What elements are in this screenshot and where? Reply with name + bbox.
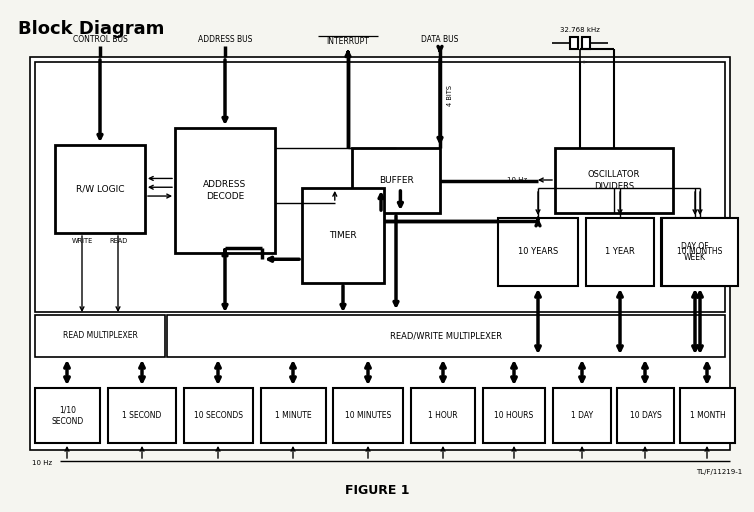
Bar <box>411 388 475 443</box>
Text: 10 Hz: 10 Hz <box>32 460 52 466</box>
Text: 10 SECONDS: 10 SECONDS <box>194 411 243 420</box>
Bar <box>55 145 145 233</box>
Text: ADDRESS BUS: ADDRESS BUS <box>198 35 252 45</box>
Text: R/W LOGIC: R/W LOGIC <box>75 184 124 194</box>
Bar <box>108 388 176 443</box>
Bar <box>35 315 165 357</box>
Bar <box>582 37 590 49</box>
Bar <box>35 62 725 312</box>
Bar <box>661 218 729 286</box>
Text: Block Diagram: Block Diagram <box>18 20 164 38</box>
Text: READ/WRITE MULTIPLEXER: READ/WRITE MULTIPLEXER <box>390 331 502 340</box>
Bar <box>553 388 611 443</box>
Text: WRITE: WRITE <box>72 238 93 244</box>
Text: TIMER: TIMER <box>329 231 357 240</box>
Bar <box>184 388 253 443</box>
Bar <box>586 218 654 286</box>
Text: BUFFER: BUFFER <box>379 176 413 185</box>
Bar <box>175 128 275 253</box>
Text: DAY OF
WEEK: DAY OF WEEK <box>681 242 709 262</box>
Text: CONTROL BUS: CONTROL BUS <box>72 35 127 45</box>
Text: 1 MONTH: 1 MONTH <box>690 411 725 420</box>
Text: 4 BITS: 4 BITS <box>447 84 453 105</box>
Bar <box>35 388 100 443</box>
Text: 1 MINUTE: 1 MINUTE <box>275 411 312 420</box>
Bar <box>617 388 674 443</box>
Text: 1 YEAR: 1 YEAR <box>605 247 635 257</box>
Text: 1/10
SECOND: 1/10 SECOND <box>51 406 84 425</box>
Text: 1 DAY: 1 DAY <box>571 411 593 420</box>
Text: READ MULTIPLEXER: READ MULTIPLEXER <box>63 331 137 340</box>
Text: FIGURE 1: FIGURE 1 <box>345 483 409 497</box>
Text: TL/F/11219-1: TL/F/11219-1 <box>696 469 742 475</box>
Text: 32.768 kHz: 32.768 kHz <box>560 27 600 33</box>
Bar <box>483 388 545 443</box>
Bar <box>167 315 725 357</box>
Text: 1 HOUR: 1 HOUR <box>428 411 458 420</box>
Bar <box>333 388 403 443</box>
Bar <box>30 57 730 450</box>
Text: INTERRUPT: INTERRUPT <box>326 37 369 47</box>
Text: DATA BUS: DATA BUS <box>421 35 458 45</box>
Text: 10 MINUTES: 10 MINUTES <box>345 411 391 420</box>
Text: 10 MONTHS: 10 MONTHS <box>677 247 722 257</box>
Text: ADDRESS
DECODE: ADDRESS DECODE <box>204 180 247 201</box>
Bar <box>555 148 673 213</box>
Bar <box>498 218 578 286</box>
Bar <box>302 188 384 283</box>
Text: READ: READ <box>109 238 127 244</box>
Bar <box>570 37 578 49</box>
Bar <box>662 218 738 286</box>
Text: 10 Hz: 10 Hz <box>507 177 527 183</box>
Text: 10 HOURS: 10 HOURS <box>495 411 534 420</box>
Text: OSCILLATOR
DIVIDERS: OSCILLATOR DIVIDERS <box>588 170 640 190</box>
Bar <box>352 148 440 213</box>
Text: 10 DAYS: 10 DAYS <box>630 411 661 420</box>
Text: 1 SECOND: 1 SECOND <box>122 411 161 420</box>
Text: 10 YEARS: 10 YEARS <box>518 247 558 257</box>
Bar <box>261 388 326 443</box>
Bar <box>680 388 735 443</box>
